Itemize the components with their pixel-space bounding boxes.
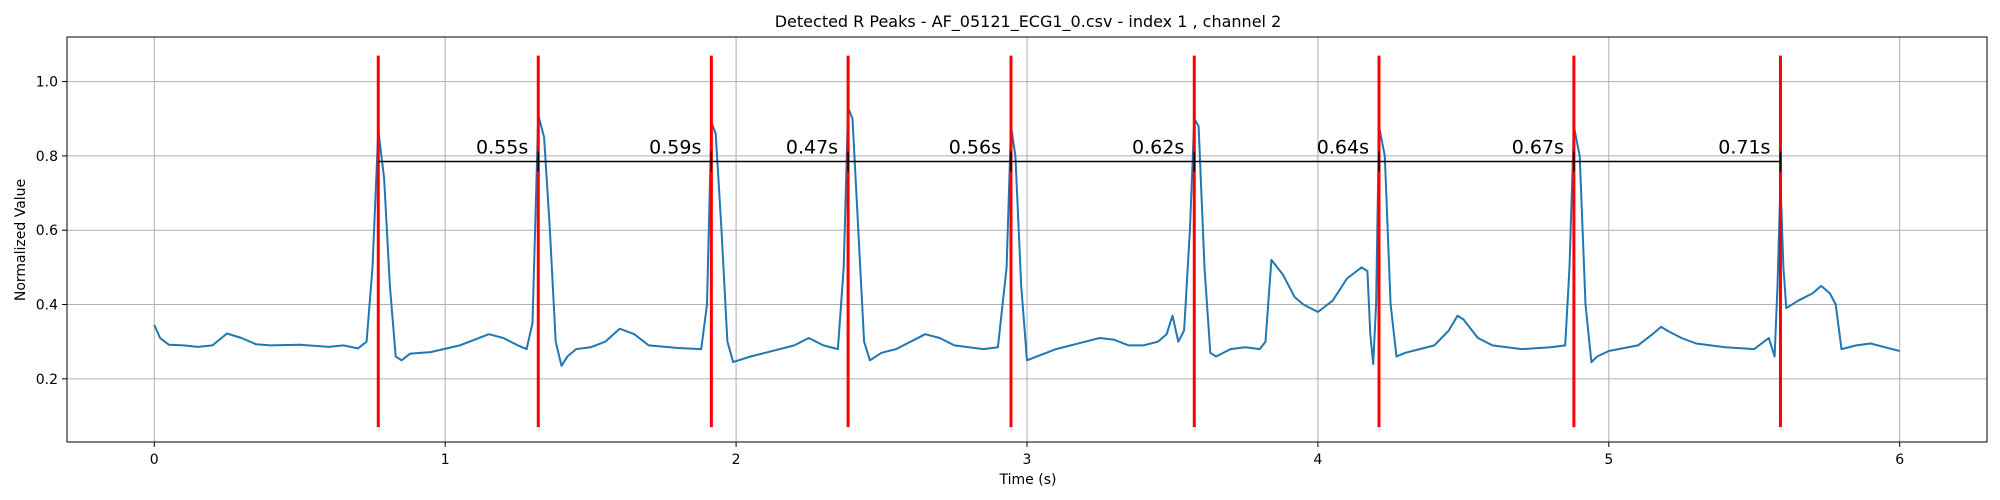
x-tick-label: 3	[1023, 452, 1032, 468]
y-tick-label: 0.2	[36, 372, 58, 388]
y-tick-label: 0.6	[36, 223, 58, 239]
y-tick-label: 0.4	[36, 298, 58, 314]
rr-interval-label: 0.55s	[476, 136, 528, 158]
rr-interval-label: 0.67s	[1512, 136, 1564, 158]
rr-interval-label: 0.59s	[649, 136, 701, 158]
rr-interval-label: 0.62s	[1132, 136, 1184, 158]
rr-interval-label: 0.56s	[949, 136, 1001, 158]
rr-interval-label: 0.64s	[1317, 136, 1369, 158]
y-axis-label: Normalized Value	[13, 179, 29, 301]
rr-interval-label: 0.47s	[786, 136, 838, 158]
x-tick-label: 1	[441, 452, 450, 468]
x-axis-ticks: 0 1 2 3 4 5 6	[150, 442, 1904, 468]
y-tick-label: 0.8	[36, 149, 58, 165]
chart-title: Detected R Peaks - AF_05121_ECG1_0.csv -…	[775, 12, 1282, 32]
x-axis-label: Time (s)	[999, 472, 1057, 488]
x-tick-label: 4	[1313, 452, 1322, 468]
x-tick-label: 5	[1604, 452, 1613, 468]
x-tick-label: 6	[1895, 452, 1904, 468]
y-axis-ticks: 0.2 0.4 0.6 0.8 1.0	[36, 75, 67, 388]
x-tick-label: 0	[150, 452, 159, 468]
ecg-signal-line	[153, 106, 1900, 367]
plot-area: 0.55s 0.59s 0.47s 0.56s 0.62s 0.64s 0.67s 0.71s	[153, 55, 1900, 428]
rr-interval-label: 0.71s	[1718, 136, 1770, 158]
x-tick-label: 2	[732, 452, 741, 468]
grid-lines	[67, 37, 1987, 442]
y-tick-label: 1.0	[36, 75, 58, 91]
